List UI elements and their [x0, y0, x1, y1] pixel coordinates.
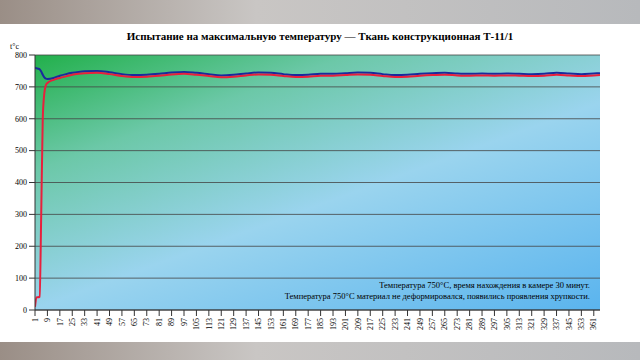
svg-text:89: 89: [167, 318, 176, 326]
svg-text:65: 65: [130, 318, 139, 326]
svg-text:233: 233: [391, 318, 400, 330]
svg-text:121: 121: [217, 318, 226, 330]
svg-text:169: 169: [291, 318, 300, 330]
svg-text:97: 97: [180, 318, 189, 326]
svg-text:800: 800: [15, 51, 27, 60]
svg-text:113: 113: [205, 318, 214, 330]
svg-text:337: 337: [552, 318, 561, 330]
svg-text:600: 600: [15, 115, 27, 124]
svg-text:0: 0: [23, 306, 27, 315]
html-text:Температура 750°C, время нахож: Температура 750°C, время нахождения в ка…: [379, 280, 590, 290]
html-text:t°c: t°c: [10, 42, 19, 51]
svg-text:200: 200: [15, 242, 27, 251]
svg-text:345: 345: [565, 318, 574, 330]
svg-text:361: 361: [589, 318, 598, 330]
svg-text:73: 73: [142, 318, 151, 326]
svg-text:700: 700: [15, 83, 27, 92]
svg-text:153: 153: [267, 318, 276, 330]
svg-text:273: 273: [453, 318, 462, 330]
svg-text:17: 17: [56, 318, 65, 326]
svg-text:281: 281: [465, 318, 474, 330]
svg-text:300: 300: [15, 210, 27, 219]
html-text:Температура 750°C материал не: Температура 750°C материал не деформиров…: [284, 291, 590, 301]
svg-text:329: 329: [540, 318, 549, 330]
svg-text:289: 289: [478, 318, 487, 330]
svg-text:49: 49: [105, 318, 114, 326]
svg-text:33: 33: [80, 318, 89, 326]
svg-text:241: 241: [403, 318, 412, 330]
svg-text:265: 265: [440, 318, 449, 330]
svg-text:41: 41: [93, 318, 102, 326]
svg-text:100: 100: [15, 274, 27, 283]
svg-text:225: 225: [378, 318, 387, 330]
svg-text:161: 161: [279, 318, 288, 330]
svg-text:9: 9: [43, 318, 52, 322]
svg-text:305: 305: [503, 318, 512, 330]
svg-text:321: 321: [527, 318, 536, 330]
svg-text:249: 249: [416, 318, 425, 330]
svg-text:177: 177: [304, 318, 313, 330]
svg-text:209: 209: [354, 318, 363, 330]
svg-text:201: 201: [341, 318, 350, 330]
svg-text:145: 145: [254, 318, 263, 330]
svg-text:185: 185: [316, 318, 325, 330]
svg-text:1: 1: [31, 318, 40, 322]
svg-text:313: 313: [515, 318, 524, 330]
html-text:Испытание на максимальную темп: Испытание на максимальную температуру — …: [126, 30, 514, 42]
svg-text:129: 129: [229, 318, 238, 330]
svg-text:25: 25: [68, 318, 77, 326]
svg-text:353: 353: [577, 318, 586, 330]
svg-text:257: 257: [428, 318, 437, 330]
svg-text:105: 105: [192, 318, 201, 330]
svg-text:217: 217: [366, 318, 375, 330]
svg-text:81: 81: [155, 318, 164, 326]
svg-text:137: 137: [242, 318, 251, 330]
svg-text:57: 57: [118, 318, 127, 326]
svg-text:400: 400: [15, 178, 27, 187]
svg-text:297: 297: [490, 318, 499, 330]
svg-text:500: 500: [15, 146, 27, 155]
svg-text:193: 193: [329, 318, 338, 330]
